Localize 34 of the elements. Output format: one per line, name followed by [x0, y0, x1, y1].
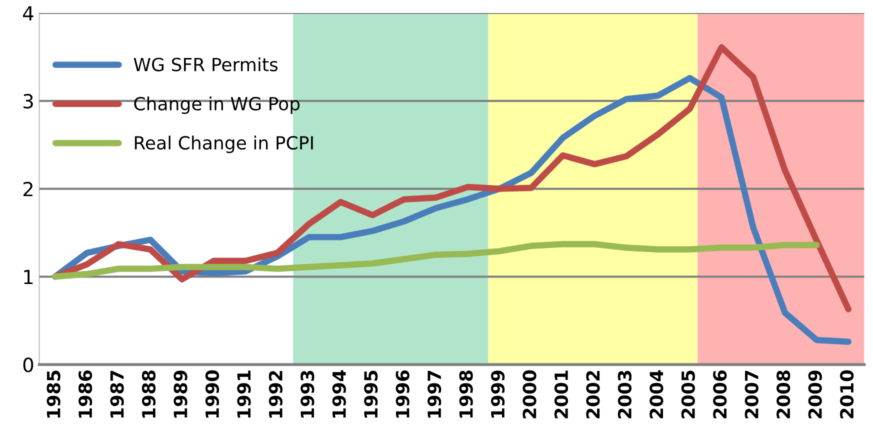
x-tick-label: 2006 — [713, 370, 727, 418]
x-tick-label: 2003 — [618, 370, 632, 418]
legend-label: Change in WG Pop — [134, 96, 300, 114]
x-tick-label: 1997 — [428, 370, 442, 418]
y-tick-label: 0 — [23, 358, 34, 372]
x-tick-label: 2008 — [776, 370, 790, 418]
x-tick-label: 1987 — [110, 370, 124, 418]
x-tick-label: 1985 — [46, 370, 60, 418]
x-tick-label: 2007 — [744, 370, 758, 418]
x-tick-label: 2001 — [554, 370, 568, 418]
x-tick-label: 1986 — [78, 370, 92, 418]
x-tick-label: 1999 — [490, 370, 505, 418]
x-tick-label: 1993 — [300, 370, 314, 418]
x-tick-label: 1998 — [459, 370, 473, 418]
y-tick-label: 4 — [23, 6, 34, 20]
x-tick-label: 2010 — [840, 370, 854, 418]
x-tick-label: 1989 — [174, 370, 188, 418]
x-tick-label: 1994 — [332, 370, 346, 418]
x-tick-label: 1992 — [268, 370, 282, 418]
x-tick-label: 2009 — [808, 370, 822, 418]
y-tick-label: 3 — [24, 94, 33, 109]
x-tick-label: 2005 — [681, 370, 695, 418]
x-tick-label: 1991 — [237, 370, 251, 418]
x-tick-label: 1996 — [396, 370, 410, 418]
y-tick-label: 2 — [23, 182, 32, 196]
x-tick-label: 2002 — [586, 370, 600, 418]
legend-label: WG SFR Permits — [134, 57, 278, 72]
x-tick-label: 1990 — [205, 370, 220, 418]
x-tick-label: 1995 — [364, 370, 378, 418]
x-tick-label: 2000 — [522, 370, 536, 418]
x-tick-label: 2004 — [650, 370, 664, 418]
y-tick-label: 1 — [24, 270, 33, 284]
x-tick-label: 1988 — [142, 370, 156, 418]
legend-label: Real Change in PCPI — [134, 136, 313, 154]
